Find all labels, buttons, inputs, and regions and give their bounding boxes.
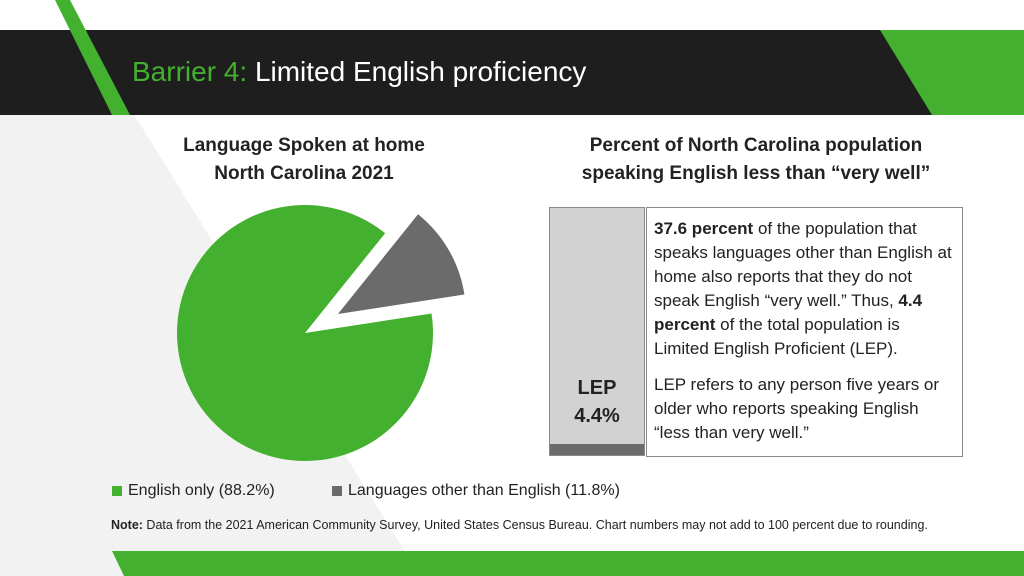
header-left-green-stripe [55,0,130,115]
bar-heading-line2: speaking English less than “very well” [581,163,931,184]
pie-heading-line2: North Carolina 2021 [214,163,394,184]
footer-green-bar [112,551,1024,576]
pie-slice-languages-other-than-english [337,214,465,314]
lep-bar-label: LEP 4.4% [550,374,644,430]
legend-swatch-gray [332,486,342,496]
lep-bar-chart: LEP 4.4% [549,207,645,456]
pie-chart [177,204,465,461]
explanation-box: 37.6 percent of the population that spea… [646,207,963,457]
bar-heading-line1: Percent of North Carolina population [589,135,923,156]
title-main: Limited English proficiency [254,56,587,87]
stat-37-6: 37.6 percent [654,219,754,238]
explanation-paragraph-2: LEP refers to any person five years or o… [654,375,940,442]
legend-label-other-languages: Languages other than English (11.8%) [348,482,620,499]
footnote: Note: Data from the 2021 American Commun… [111,518,928,532]
legend-item-english-only: English only (88.2%) [112,482,275,500]
legend-item-other-languages: Languages other than English (11.8%) [332,482,620,500]
bar-chart-heading: Percent of North Carolina population spe… [548,132,964,188]
lep-bar-category: LEP [577,377,617,399]
title-prefix: Barrier 4: [132,56,248,87]
explanation-text-2: of the total population is Limited Engli… [654,315,900,358]
lep-bar-value: 4.4% [574,405,620,427]
header-right-green-block [880,30,1024,115]
pie-slice-english-only [177,204,433,461]
explanation-paragraph-1: 37.6 percent of the population that spea… [654,217,954,361]
legend-swatch-green [112,486,122,496]
note-label: Note: [111,518,143,532]
pie-chart-heading: Language Spoken at home North Carolina 2… [150,132,458,188]
explanation-text-1: of the population that speaks languages … [654,219,952,310]
lep-bar-fill [550,444,644,455]
page-title: Barrier 4: Limited English proficiency [132,56,586,88]
legend-label-english-only: English only (88.2%) [128,482,275,499]
pie-heading-line1: Language Spoken at home [183,135,425,156]
header-dark-band [0,30,1024,115]
note-text: Data from the 2021 American Community Su… [142,518,928,532]
stat-4-4: 4.4 percent [654,291,923,334]
